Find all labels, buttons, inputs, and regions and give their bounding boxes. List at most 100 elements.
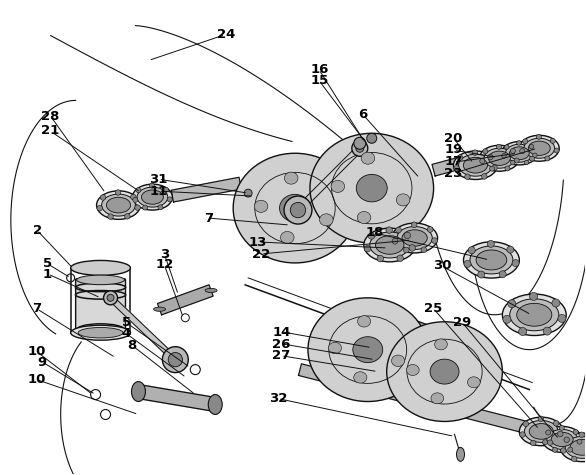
- Text: 28: 28: [42, 110, 60, 123]
- Circle shape: [478, 271, 485, 278]
- Circle shape: [553, 420, 559, 426]
- Circle shape: [367, 133, 377, 143]
- Ellipse shape: [435, 339, 447, 350]
- Ellipse shape: [391, 223, 438, 253]
- Circle shape: [553, 447, 557, 452]
- Circle shape: [465, 174, 470, 180]
- Circle shape: [421, 247, 427, 253]
- Circle shape: [571, 456, 577, 462]
- Circle shape: [142, 205, 148, 210]
- Ellipse shape: [131, 381, 145, 401]
- Text: 6: 6: [359, 108, 368, 121]
- Text: 16: 16: [310, 63, 329, 76]
- Circle shape: [386, 227, 393, 233]
- Circle shape: [115, 190, 121, 195]
- Ellipse shape: [510, 299, 559, 331]
- Ellipse shape: [517, 304, 552, 326]
- Text: 22: 22: [252, 247, 270, 261]
- Polygon shape: [137, 385, 216, 411]
- Ellipse shape: [506, 144, 533, 162]
- Circle shape: [547, 440, 553, 446]
- Circle shape: [533, 153, 537, 158]
- Circle shape: [483, 149, 488, 154]
- Text: 14: 14: [272, 326, 291, 339]
- Ellipse shape: [364, 228, 415, 262]
- Circle shape: [167, 197, 172, 202]
- Circle shape: [523, 421, 529, 427]
- Circle shape: [107, 294, 114, 301]
- Circle shape: [559, 426, 564, 430]
- Ellipse shape: [77, 324, 124, 336]
- Text: 9: 9: [37, 356, 46, 369]
- Circle shape: [524, 160, 529, 165]
- Circle shape: [464, 260, 471, 267]
- Ellipse shape: [78, 327, 123, 338]
- Polygon shape: [432, 157, 461, 176]
- Ellipse shape: [519, 417, 563, 446]
- Circle shape: [557, 431, 563, 437]
- Ellipse shape: [470, 246, 513, 274]
- Circle shape: [457, 155, 463, 161]
- Circle shape: [480, 159, 485, 163]
- Text: 15: 15: [310, 74, 328, 87]
- Circle shape: [168, 352, 182, 367]
- Circle shape: [392, 238, 398, 244]
- Text: 29: 29: [454, 316, 472, 329]
- Circle shape: [545, 156, 550, 161]
- Circle shape: [558, 314, 566, 323]
- Text: 18: 18: [366, 226, 384, 239]
- Circle shape: [411, 222, 417, 228]
- Ellipse shape: [484, 148, 515, 168]
- Ellipse shape: [565, 437, 586, 458]
- Circle shape: [579, 432, 584, 437]
- Ellipse shape: [77, 275, 124, 285]
- Ellipse shape: [71, 260, 131, 276]
- Circle shape: [284, 196, 312, 224]
- Circle shape: [510, 148, 516, 153]
- Circle shape: [520, 432, 525, 437]
- Circle shape: [135, 205, 140, 210]
- Polygon shape: [108, 295, 178, 362]
- Ellipse shape: [356, 174, 387, 202]
- Ellipse shape: [281, 231, 294, 244]
- Ellipse shape: [107, 197, 131, 213]
- Ellipse shape: [524, 138, 554, 158]
- Ellipse shape: [551, 432, 573, 446]
- Circle shape: [396, 227, 401, 233]
- Ellipse shape: [370, 232, 410, 258]
- Ellipse shape: [361, 152, 375, 164]
- Ellipse shape: [464, 242, 519, 278]
- Text: 11: 11: [149, 185, 168, 198]
- Circle shape: [510, 161, 515, 165]
- Circle shape: [530, 440, 536, 446]
- Circle shape: [488, 154, 493, 160]
- Text: 13: 13: [248, 236, 267, 249]
- Ellipse shape: [331, 180, 345, 192]
- Text: 20: 20: [445, 132, 463, 144]
- Ellipse shape: [468, 377, 480, 388]
- Circle shape: [499, 271, 506, 278]
- Ellipse shape: [547, 429, 578, 449]
- Circle shape: [482, 174, 487, 179]
- Circle shape: [536, 134, 541, 139]
- Circle shape: [554, 148, 559, 153]
- Circle shape: [517, 141, 521, 145]
- Circle shape: [149, 183, 155, 188]
- Circle shape: [490, 166, 495, 171]
- Circle shape: [505, 166, 510, 171]
- Ellipse shape: [454, 151, 498, 180]
- Circle shape: [503, 315, 511, 323]
- Ellipse shape: [310, 133, 434, 243]
- Circle shape: [508, 300, 516, 308]
- Circle shape: [364, 246, 371, 252]
- Circle shape: [514, 158, 519, 163]
- Ellipse shape: [502, 142, 537, 165]
- Circle shape: [530, 156, 534, 161]
- Ellipse shape: [137, 187, 168, 207]
- Circle shape: [397, 255, 403, 262]
- Ellipse shape: [524, 420, 558, 442]
- Circle shape: [564, 437, 570, 443]
- Text: 30: 30: [432, 259, 451, 273]
- Text: 5: 5: [43, 257, 52, 270]
- Ellipse shape: [376, 236, 404, 254]
